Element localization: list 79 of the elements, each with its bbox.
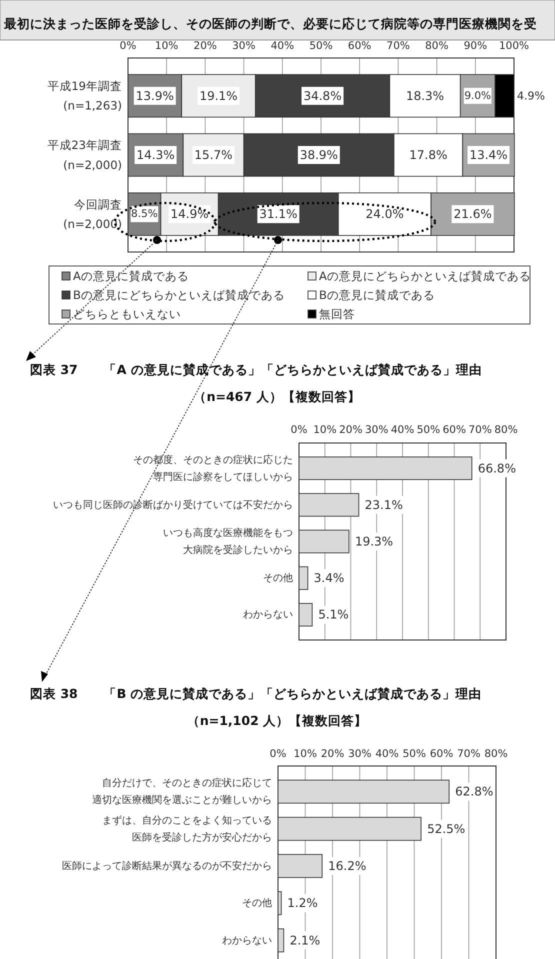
x-tick-label: 60% <box>348 40 372 52</box>
x-tick-label: 90% <box>464 40 488 52</box>
y-tick-label: 平成19年調査 (n=1,263) <box>47 79 122 113</box>
x-tick-label: 0% <box>270 748 286 760</box>
x-tick-label: 40% <box>270 40 294 52</box>
x-tick-label: 70% <box>468 424 492 436</box>
data-label: 17.8% <box>409 148 448 162</box>
x-tick-label: 0% <box>290 424 308 436</box>
x-tick-label: 60% <box>430 748 454 760</box>
x-tick-label: 80% <box>484 748 508 760</box>
x-tick-label: 70% <box>386 40 410 52</box>
x-tick-label: 10% <box>154 40 178 52</box>
x-tick-label: 20% <box>194 40 217 52</box>
data-label: 13.4% <box>469 148 508 162</box>
data-label: 15.7% <box>194 148 233 162</box>
x-tick-label: 80% <box>494 424 518 436</box>
data-label: 1.2% <box>287 896 318 910</box>
chart-subtitle: （n=467 人）【複数回答】 <box>194 389 360 404</box>
data-label: 14.3% <box>136 148 175 162</box>
x-tick-label: 20% <box>339 424 362 436</box>
y-tick-label: まずは、自分のことをよく知っている医師を受診した方が安心だから <box>102 814 272 843</box>
data-label: 3.4% <box>314 571 344 586</box>
data-label: 2.1% <box>290 933 320 948</box>
data-label: 21.6% <box>454 207 492 222</box>
y-tick-label: 今回調査 (n=2,000) <box>63 197 122 231</box>
x-tick-label: 0% <box>120 40 136 52</box>
data-label: 38.9% <box>300 148 338 162</box>
x-tick-label: 30% <box>364 424 388 436</box>
chart-title: 最初に決まった医師を受診し、その医師の判断で、必要に応じて病院等の専門医療機関を受 <box>3 16 537 31</box>
x-tick-label: 50% <box>309 40 333 52</box>
data-label: 34.8% <box>303 88 342 103</box>
data-label: 19.1% <box>199 88 238 103</box>
legend-label: Bの意見に賛成である <box>319 288 435 302</box>
x-tick-label: 40% <box>375 748 399 760</box>
data-label: 16.2% <box>328 859 366 873</box>
data-label: 9.0% <box>464 90 492 102</box>
data-label: 62.8% <box>455 784 494 799</box>
chart-title: 図表 38 「B の意見に賛成である」「どちらかといえば賛成である」理由 <box>30 686 482 701</box>
chart-title: 図表 37 「A の意見に賛成である」「どちらかといえば賛成である」理由 <box>30 362 482 377</box>
x-tick-label: 50% <box>416 424 440 436</box>
data-label: 19.3% <box>354 534 394 548</box>
legend-label: Aの意見にどちらかといえば賛成である <box>319 269 531 283</box>
y-tick-label: 医師によって診断結果が異なるのが不安だから <box>62 860 272 872</box>
y-tick-label: いつも高度な医療機能をもつ大病院を受診したいから <box>163 526 293 556</box>
data-label: 13.9% <box>136 88 174 103</box>
data-label: 5.1% <box>318 608 349 622</box>
data-label: 18.3% <box>406 88 444 103</box>
data-label: 8.5% <box>131 208 158 220</box>
legend-label: どちらともいえない <box>73 307 181 321</box>
x-tick-label: 10% <box>313 424 337 436</box>
data-label: 24.0% <box>366 207 404 222</box>
legend-label: Bの意見にどちらかといえば賛成である <box>73 288 285 302</box>
y-tick-label: わからない <box>243 609 293 620</box>
y-tick-label: わからない <box>222 934 272 946</box>
x-tick-label: 10% <box>294 748 317 760</box>
x-tick-label: 30% <box>348 748 372 760</box>
data-label: 23.1% <box>364 498 403 512</box>
data-label: 14.9% <box>170 207 209 222</box>
data-label: 31.1% <box>259 207 298 222</box>
x-tick-label: 80% <box>425 40 448 52</box>
x-tick-label: 20% <box>320 748 344 760</box>
legend-label: 無回答 <box>319 307 355 321</box>
y-tick-label: その都度、そのときの症状に応じた専門医に診察をしてほしいから <box>133 453 293 482</box>
x-tick-label: 70% <box>457 748 480 760</box>
y-tick-label: 平成23年調査 (n=2,000) <box>47 138 122 172</box>
x-tick-label: 40% <box>390 424 414 436</box>
x-tick-label: 50% <box>402 748 426 760</box>
data-label: 66.8% <box>478 461 516 476</box>
x-tick-label: 60% <box>442 424 466 436</box>
y-tick-label: その他 <box>263 572 293 584</box>
data-label: 4.9% <box>517 89 545 102</box>
x-tick-label: 100% <box>498 40 530 52</box>
legend-label: Aの意見に賛成である <box>73 269 189 283</box>
y-tick-label: いつも同じ医師の診断ばかり受けていては不安だから <box>53 498 293 510</box>
y-tick-label: その他 <box>242 896 272 909</box>
chart-subtitle: （n=1,102 人）【複数回答】 <box>186 713 368 728</box>
x-tick-label: 30% <box>232 40 256 52</box>
y-tick-label: 自分だけで、そのときの症状に応じて適切な医療機関を選ぶことが難しいから <box>92 776 272 806</box>
data-label: 52.5% <box>427 822 466 836</box>
